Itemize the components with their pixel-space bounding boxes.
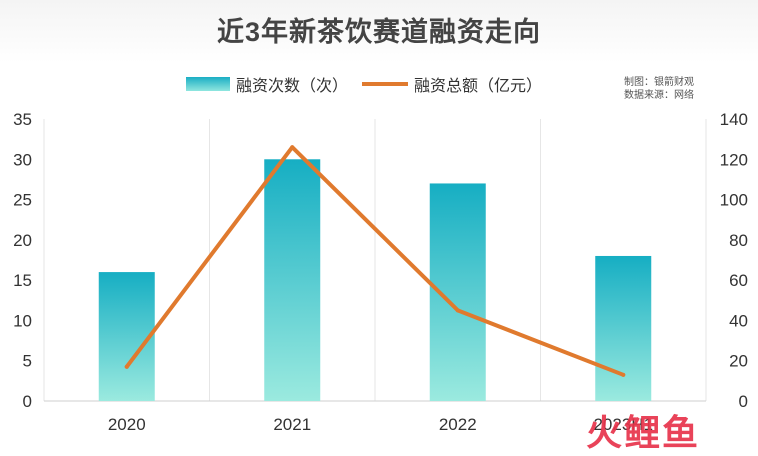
x-tick-label: 2023H1: [593, 415, 653, 434]
bar: [264, 159, 321, 401]
legend-line-swatch: [362, 82, 409, 86]
credit-author: 制图：银箭财观: [624, 77, 694, 88]
y-left-tick-label: 35: [13, 110, 32, 129]
y-left-tick-label: 5: [23, 352, 32, 371]
y-right-tick-label: 60: [729, 271, 748, 290]
y-right-tick-label: 100: [720, 191, 748, 210]
y-left-tick-label: 20: [13, 231, 32, 250]
legend-bar-swatch: [186, 77, 230, 91]
x-tick-label: 2020: [108, 415, 146, 434]
line-point: [290, 145, 295, 150]
y-left-tick-label: 15: [13, 271, 32, 290]
bar: [595, 255, 652, 401]
watermark-logo: 火鲤鱼: [586, 412, 701, 453]
line-point: [124, 364, 129, 369]
line-series: [124, 145, 626, 377]
y-left-tick-label: 30: [13, 150, 32, 169]
y-left-tick-label: 0: [23, 392, 32, 411]
y-right-tick-label: 140: [720, 110, 748, 129]
chart-title: 近3年新茶饮赛道融资走向: [216, 17, 541, 47]
legend-bar-label: 融资次数（次）: [236, 78, 349, 95]
x-tick-label: 2022: [439, 415, 477, 434]
y-right-tick-label: 80: [729, 231, 748, 250]
line-point: [455, 308, 460, 313]
y-right-tick-label: 0: [739, 392, 748, 411]
axis-labels: 0 5 10 15 20 25 30 35 0 20 40 60 80 100 120 140 2020 2021…: [13, 110, 748, 434]
chart-legend: 融资次数（次） 融资总额（亿元）: [186, 72, 542, 96]
credit-source: 数据来源：网络: [624, 90, 694, 101]
source-credit: 制图：银箭财观 数据来源：网络: [624, 76, 694, 102]
y-right-tick-label: 40: [729, 311, 748, 330]
y-right-tick-label: 120: [720, 150, 748, 169]
line-path: [124, 145, 626, 377]
y-left-tick-label: 25: [13, 191, 32, 210]
legend-line-label: 融资总额（亿元）: [414, 78, 543, 95]
y-right-tick-label: 20: [729, 352, 748, 371]
line-point: [621, 372, 626, 377]
bar: [98, 272, 155, 401]
x-tick-label: 2021: [273, 415, 311, 434]
y-left-tick-label: 10: [13, 311, 32, 330]
